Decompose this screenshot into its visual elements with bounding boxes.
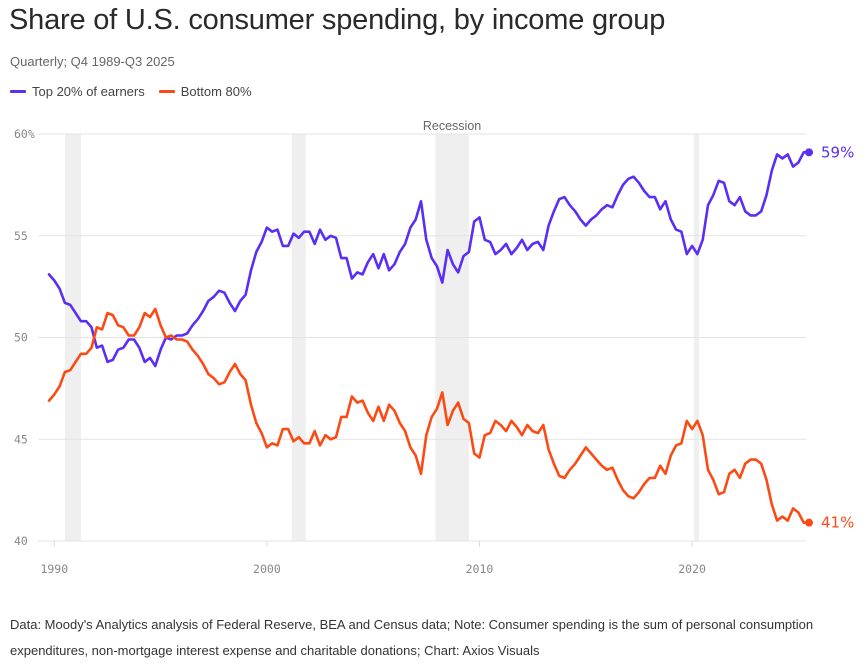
legend-label-top20: Top 20% of earners: [32, 84, 145, 99]
y-tick-label: 55: [14, 229, 28, 243]
end-point-top20: [805, 148, 813, 157]
x-tick-label: 2000: [253, 562, 281, 576]
x-tick-label: 1990: [40, 562, 68, 576]
series-lines: [47, 151, 811, 524]
end-label-top20: 59%: [821, 143, 854, 161]
x-tick-label: 2020: [678, 562, 706, 576]
x-axis-ticks: 1990 2000 2010 2020: [40, 541, 706, 576]
legend-label-bottom80: Bottom 80%: [180, 84, 252, 99]
series-line-top20: [47, 151, 811, 368]
series-line-bottom80: [47, 307, 811, 524]
x-tick-label: 2010: [466, 562, 494, 576]
legend: Top 20% of earners Bottom 80%: [10, 84, 252, 99]
y-tick-label: 45: [14, 432, 28, 446]
y-axis-ticks: 40 45 50 55 60%: [14, 127, 35, 548]
source-note: Data: Moody's Analytics analysis of Fede…: [10, 617, 814, 658]
legend-item-bottom80: Bottom 80%: [158, 84, 252, 99]
end-label-bottom80: 41%: [821, 514, 854, 532]
line-chart: 40 45 50 55 60% 1990 2000 2010 2020 Recession 5…: [14, 119, 854, 576]
end-point-bottom80: [805, 518, 813, 527]
end-labels: 59% 41%: [805, 143, 854, 532]
chart-title: Share of U.S. consumer spending, by inco…: [9, 4, 666, 36]
legend-item-top20: Top 20% of earners: [10, 84, 145, 99]
gridlines: [38, 133, 806, 542]
y-tick-label: 50: [14, 331, 28, 345]
y-tick-label: 40: [14, 534, 28, 548]
y-tick-label: 60%: [14, 127, 35, 141]
legend-swatch-bottom80: [158, 90, 175, 93]
legend-swatch-top20: [10, 90, 26, 93]
chart-subtitle: Quarterly; Q4 1989-Q3 2025: [10, 54, 175, 69]
recession-label: Recession: [423, 119, 481, 133]
